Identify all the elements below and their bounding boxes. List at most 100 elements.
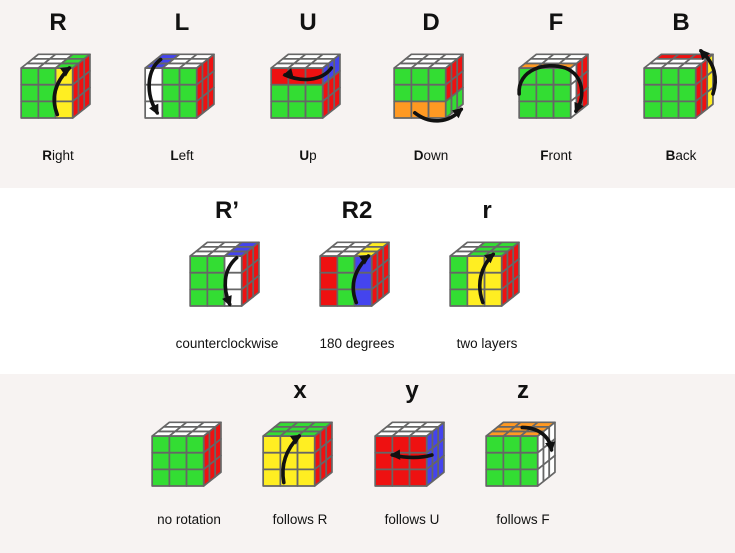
front-face-sticker <box>427 83 447 103</box>
front-face-sticker <box>189 271 209 291</box>
top-face <box>319 241 390 257</box>
side-face-sticker <box>313 463 322 487</box>
front-face-sticker <box>391 435 411 454</box>
front-face-sticker <box>20 100 40 119</box>
front-face-sticker <box>518 83 538 103</box>
front-face-sticker <box>660 67 680 86</box>
move-cell: R’ counterclockwise <box>176 197 279 368</box>
front-face-sticker <box>519 435 539 454</box>
move-caption: 180 degrees <box>277 336 437 352</box>
front-face-sticker <box>20 67 40 86</box>
front-face-sticker <box>374 435 394 454</box>
side-face-sticker <box>83 86 91 110</box>
side-face-sticker <box>512 274 520 298</box>
move-cell: R2 180 degrees <box>307 198 407 368</box>
top-face <box>270 53 341 69</box>
front-face <box>374 435 428 487</box>
front-face-sticker <box>178 67 198 86</box>
front-face-sticker <box>178 100 198 119</box>
front-face-sticker <box>393 100 413 119</box>
arrow-head-icon <box>699 48 710 61</box>
front-face-sticker <box>449 271 469 291</box>
front-face-sticker <box>485 451 505 471</box>
caption-initial: R <box>42 148 52 163</box>
front-face-sticker <box>287 100 307 119</box>
front-face-sticker <box>336 255 356 274</box>
side-face-sticker <box>214 454 222 478</box>
move-cell: x follows R <box>250 378 350 548</box>
front-face-sticker <box>410 67 430 86</box>
front-face-sticker <box>552 100 572 119</box>
caption-text: ight <box>51 148 74 163</box>
cube-with-arrow-icon <box>262 421 333 487</box>
side-face-sticker <box>240 283 249 307</box>
caption-text: counterclockwise <box>175 336 279 351</box>
front-face-sticker <box>677 100 697 119</box>
front-face-sticker <box>535 100 555 119</box>
side-face-sticker <box>382 274 390 298</box>
front-face-sticker <box>535 83 555 103</box>
front-face <box>151 435 205 487</box>
front-face-sticker <box>161 100 181 119</box>
front-face-sticker <box>262 435 282 454</box>
move-caption: Back <box>601 148 735 164</box>
caption-text: follows U <box>384 512 440 527</box>
move-notation: L <box>174 9 190 36</box>
caption-text: no rotation <box>157 512 221 527</box>
side-face-sticker <box>444 95 453 119</box>
front-face-sticker <box>485 435 505 454</box>
move-caption: Down <box>351 148 511 164</box>
side-face <box>370 241 390 307</box>
caption-text: ront <box>548 148 572 163</box>
side-face <box>500 241 520 307</box>
front-face-sticker <box>643 100 663 119</box>
move-notation: z <box>517 377 529 404</box>
front-face-sticker <box>304 100 324 119</box>
side-face-sticker <box>252 274 260 298</box>
cube-with-arrow-icon <box>144 53 215 119</box>
front-face-sticker <box>178 83 198 103</box>
front-face-sticker <box>643 83 663 103</box>
side-face-sticker <box>195 95 204 119</box>
front-face-sticker <box>319 288 339 307</box>
move-caption: follows R <box>220 512 380 528</box>
move-notation: R’ <box>215 197 239 224</box>
move-cell: D Down <box>381 10 481 180</box>
move-cell: R Right <box>8 10 108 180</box>
front-face-sticker <box>660 100 680 119</box>
front-face-sticker <box>319 255 339 274</box>
side-face-sticker <box>202 463 211 487</box>
arrow-head-icon <box>545 441 556 453</box>
front-face-sticker <box>168 451 188 471</box>
front-face-sticker <box>206 271 226 291</box>
arrow-head-icon <box>149 103 159 116</box>
move-notation: y <box>405 377 419 404</box>
cube-with-arrow-icon <box>393 53 464 123</box>
arrow-head-icon <box>389 449 401 460</box>
arrow-head-icon <box>452 107 464 119</box>
front-face-sticker <box>391 468 411 487</box>
move-notation: R2 <box>341 197 373 224</box>
front-face-sticker <box>677 83 697 103</box>
front-face-sticker <box>37 67 57 86</box>
front-face-sticker <box>408 435 428 454</box>
move-notation: F <box>548 9 564 36</box>
front-face-sticker <box>262 468 282 487</box>
move-caption: counterclockwise <box>147 336 307 352</box>
front-face-sticker <box>449 255 469 274</box>
front-face-sticker <box>151 451 171 471</box>
move-caption: follows U <box>332 512 492 528</box>
cube-with-arrow-icon <box>374 421 445 487</box>
front-face-sticker <box>168 435 188 454</box>
arrow-head-icon <box>222 295 232 307</box>
top-face <box>449 241 520 257</box>
side-face-sticker <box>694 95 703 119</box>
front-face <box>262 435 316 487</box>
move-caption: Left <box>102 148 262 164</box>
move-cell: z follows F <box>473 378 573 548</box>
front-face-sticker <box>185 468 205 487</box>
front-face-sticker <box>535 67 555 86</box>
front-face-sticker <box>185 435 205 454</box>
front-face-sticker <box>270 83 290 103</box>
